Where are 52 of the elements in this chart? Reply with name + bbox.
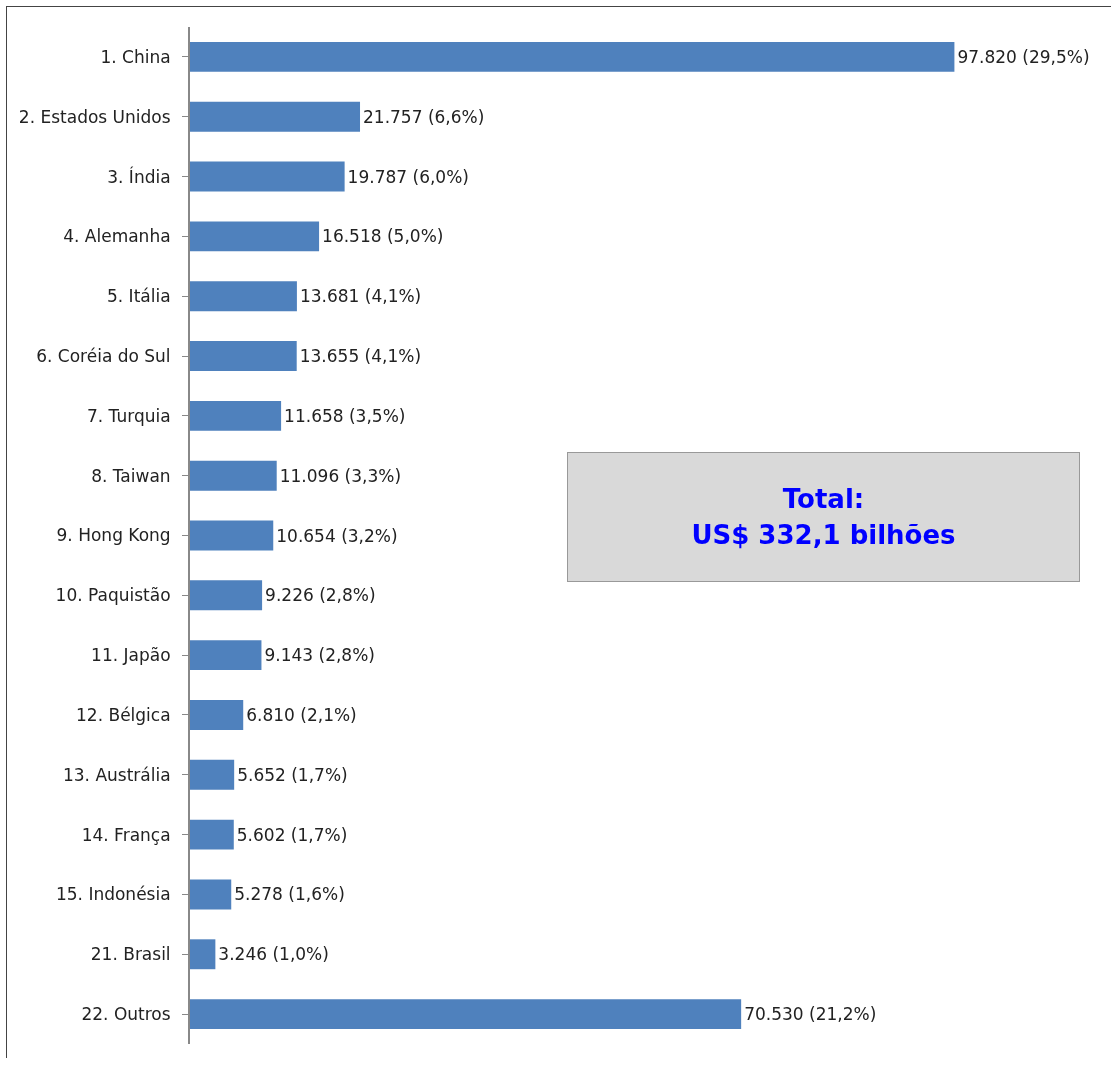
data-label: 21.757 (6,6%) [363,106,485,127]
y-tick-label: 7. Turquia [86,405,171,426]
data-label: 3.246 (1,0%) [218,944,329,965]
y-tick-label: 11. Japão [91,645,171,666]
y-tick-label: 15. Indonésia [55,884,171,905]
y-tick-label: 4. Alemanha [63,226,171,247]
y-tick-label: 3. Índia [107,165,171,187]
bar [190,939,216,970]
bar [190,221,320,252]
data-label: 16.518 (5,0%) [322,226,444,247]
bar [190,640,262,671]
y-tick-label: 8. Taiwan [91,465,171,486]
y-tick-label: 21. Brasil [90,944,171,965]
data-label: 5.602 (1,7%) [236,824,348,845]
bar [190,819,234,850]
text-box: Total: US$ 332,1 bilhões [567,452,1080,582]
y-tick-label: 5. Itália [107,286,171,307]
y-tick-label: 6. Coréia do Sul [36,345,171,366]
data-label: 97.820 (29,5%) [957,46,1090,67]
bar [190,400,282,431]
y-tick-label: 14. França [81,824,171,845]
bar [190,520,274,551]
data-label: 9.226 (2,8%) [265,585,376,606]
data-label: 5.278 (1,6%) [234,884,345,905]
y-tick-label: 10. Paquistão [55,585,171,606]
bar [190,281,297,312]
bar [190,580,263,611]
data-label: 13.681 (4,1%) [299,286,422,307]
y-tick-label: 13. Austrália [62,764,171,785]
bar [190,101,361,132]
bar [190,161,345,192]
y-tick-label: 9. Hong Kong [56,525,171,546]
data-label: 13.655 (4,1%) [299,346,422,367]
y-tick-label: 22. Outros [81,1004,171,1025]
data-label: 70.530 (21,2%) [744,1004,877,1025]
y-tick-label: 1. China [100,46,171,67]
data-label: 9.143 (2,8%) [264,645,375,666]
data-label: 19.787 (6,0%) [347,166,469,187]
data-label: 11.658 (3,5%) [284,405,406,426]
bar [190,41,955,72]
bar [190,341,297,371]
y-tick-label: 12. Bélgica [76,704,171,725]
bar [190,879,232,910]
bar [190,700,244,730]
data-label: 10.654 (3,2%) [276,525,398,546]
data-label: 6.810 (2,1%) [246,704,357,725]
y-tick-label: 2. Estados Unidos [18,106,171,127]
bar [190,999,742,1030]
data-label: 11.096 (3,3%) [279,465,402,486]
bar [190,759,235,790]
bar [190,460,277,491]
data-label: 5.652 (1,7%) [237,764,348,785]
